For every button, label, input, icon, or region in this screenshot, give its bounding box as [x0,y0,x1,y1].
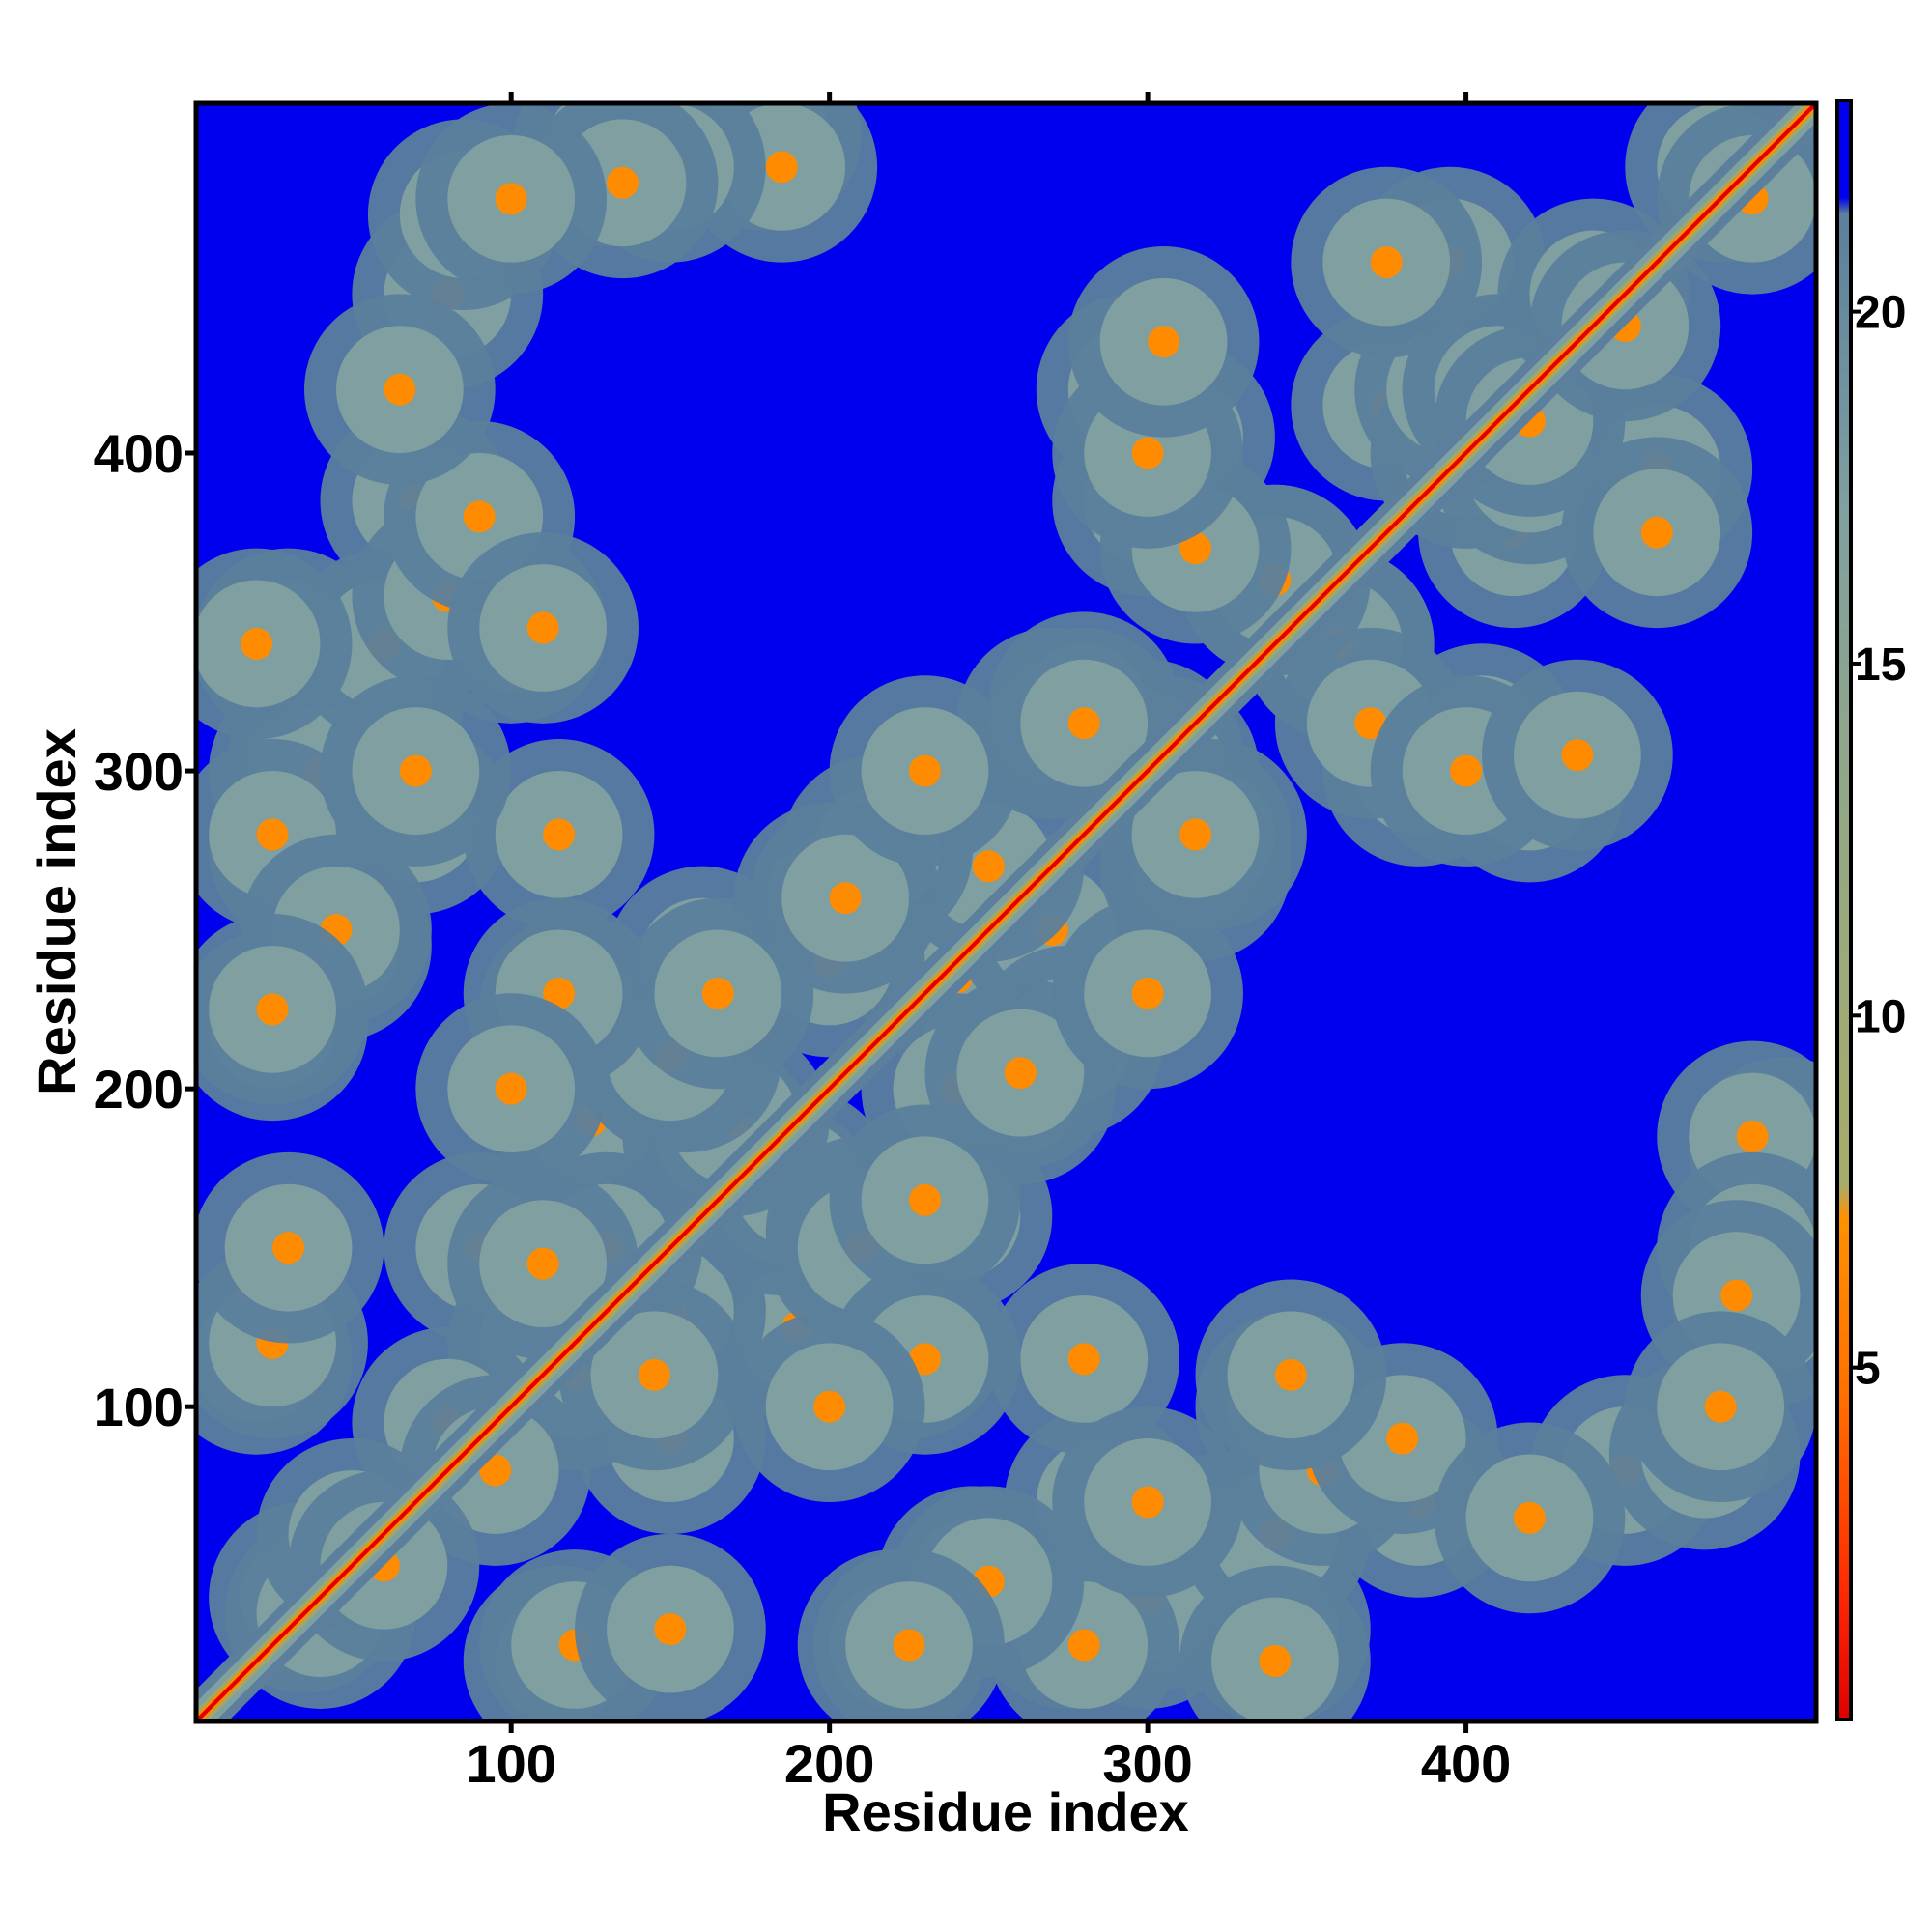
contact-core-34-mirror [495,1072,527,1105]
colorbar-tick-label-5: 5 [1855,1344,1881,1395]
contact-core-42-mirror [909,754,941,787]
contact-core-32 [909,1183,941,1216]
contact-core-68-mirror [241,627,273,660]
contact-core-59-mirror [765,151,798,184]
diagonal-band-4 [196,103,1816,1721]
y-axis-title: Residue index [26,728,87,1095]
y-tick-label-300: 300 [94,741,184,802]
contact-core-47-mirror [1179,532,1212,565]
contact-core-53 [1640,516,1673,549]
x-axis: 100 200 300 400 [466,92,1511,1794]
x-tick-label-200: 200 [784,1733,874,1794]
contact-core-55 [1450,754,1483,787]
colorbar-tick-label-10: 10 [1855,991,1906,1042]
contact-core-75-mirror [272,1232,305,1264]
y-tick-label-400: 400 [94,423,184,484]
contact-core-41 [1179,818,1212,851]
y-tick-label-100: 100 [94,1377,184,1437]
y-axis: 100 200 300 400 [94,423,196,1437]
contact-core-34 [813,1390,846,1423]
x-tick-label-400: 400 [1421,1733,1511,1794]
contact-core-19-mirror [526,1247,559,1280]
contact-core-61-mirror [607,166,639,199]
x-axis-title: Residue index [822,1781,1189,1842]
colorbar-tick-label-15: 15 [1855,639,1906,691]
contact-core-37-mirror [829,882,862,915]
contact-core-77 [1131,1486,1164,1519]
colorbar-tick-label-20: 20 [1855,288,1906,339]
contact-core-41-mirror [1067,707,1100,740]
contact-core-56-mirror [1148,326,1180,358]
contact-core-66 [1067,1629,1100,1662]
contact-core-47 [1354,707,1387,740]
contact-core-73 [893,1629,925,1662]
plot-frame [193,100,1819,1724]
contact-core-59 [1736,1121,1769,1152]
contact-core-75 [654,1613,687,1646]
contact-core-63-mirror [495,183,527,215]
contact-core-32-mirror [701,977,734,1009]
contact-core-61 [1720,1279,1753,1312]
contact-core-63 [1704,1390,1737,1423]
contact-core-19 [638,1358,670,1391]
contact-core-13-mirror [1067,1343,1100,1376]
y-tick-label-200: 200 [94,1059,184,1120]
contact-core-77-mirror [399,754,432,787]
contact-core-56 [1561,739,1594,772]
plot-area [193,100,1819,1724]
heatmap-cells [196,103,1816,1721]
contact-core-33 [909,1343,941,1376]
colorbar: 5 10 15 20 [1835,99,1906,1721]
contact-core-53-mirror [1370,246,1403,279]
colorbar-ticks: 5 10 15 20 [1851,288,1906,1395]
contact-core-70-mirror [463,500,496,533]
contact-core-42 [1131,977,1164,1009]
contact-core-68 [1259,1645,1292,1677]
x-tick-label-100: 100 [466,1733,555,1794]
contact-core-35-mirror [972,850,1005,883]
contact-core-71 [1514,1501,1546,1534]
contact-core-37 [1004,1057,1037,1090]
contact-core-66-mirror [256,818,289,851]
contact-core-76 [1274,1358,1307,1391]
contact-core-55-mirror [1131,437,1164,469]
contact-core-71-mirror [384,373,416,406]
colorbar-gradient [1835,99,1853,1721]
contact-core-70 [1386,1422,1419,1455]
contact-core-33-mirror [543,977,576,1009]
contact-core-73-mirror [256,993,289,1026]
contact-core-13 [543,818,576,851]
contact-core-76-mirror [526,611,559,644]
x-tick-label-300: 300 [1102,1733,1192,1794]
